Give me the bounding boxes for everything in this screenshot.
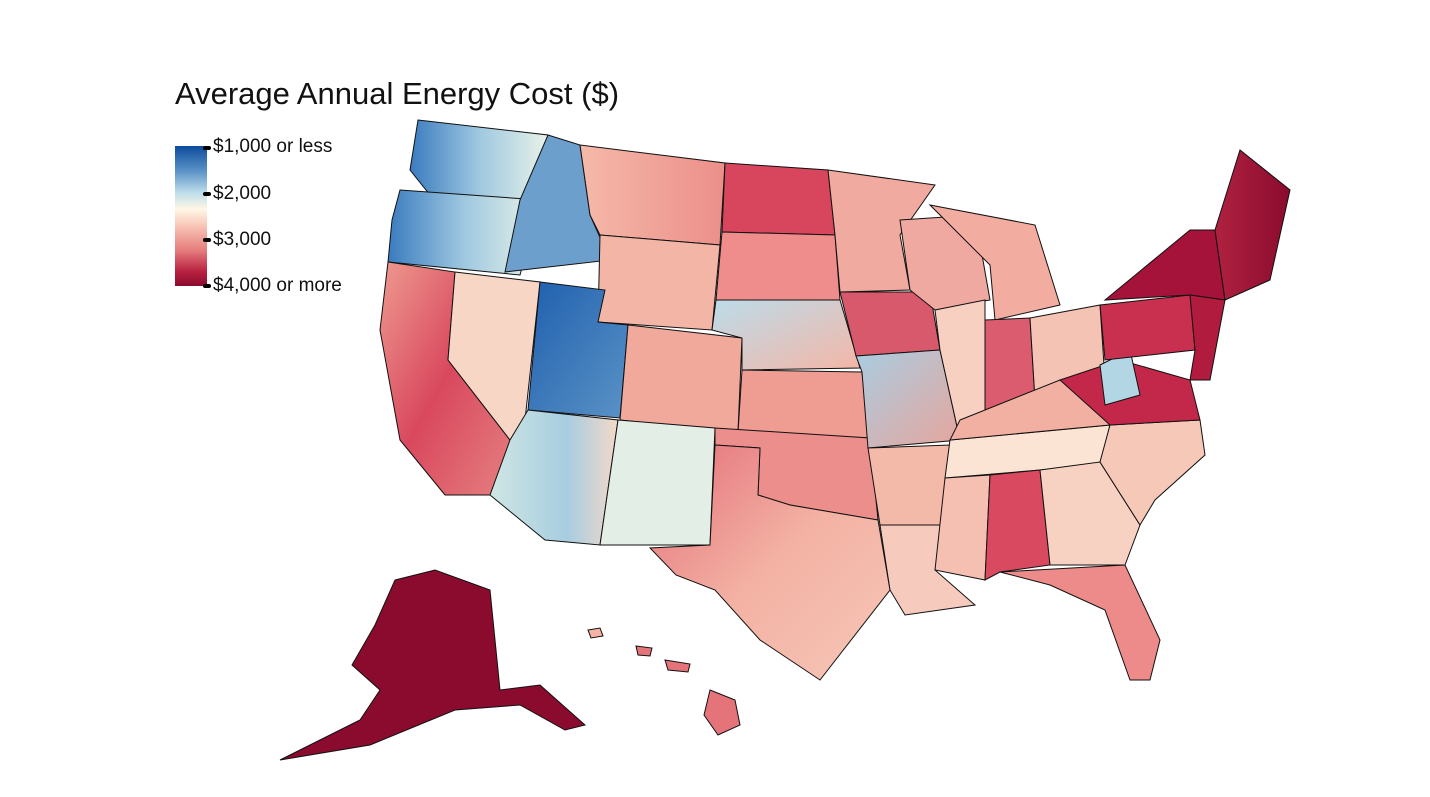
region-pennsylvania (1099, 294, 1196, 361)
region-georgia (1039, 461, 1141, 566)
region-alabama (984, 469, 1051, 581)
region-texas (648, 444, 891, 681)
region-mid-atlantic (1189, 294, 1226, 381)
region-new-mexico (599, 419, 716, 546)
region-florida (999, 564, 1161, 681)
region-new-england (1214, 149, 1291, 301)
legend-label-min: $1,000 or less (213, 136, 333, 157)
region-colorado (619, 324, 743, 433)
region-hawaii-kauai (587, 627, 604, 639)
region-michigan (928, 204, 1061, 321)
region-alaska (279, 569, 587, 761)
legend-tick-1000 (203, 146, 211, 150)
legend-color-bar (175, 146, 207, 286)
region-montana (579, 144, 726, 246)
legend-label-max: $4,000 or more (213, 275, 342, 296)
legend-label-3000: $3,000 (213, 229, 272, 250)
region-hawaii-oahu (635, 645, 653, 657)
region-wyoming (597, 234, 721, 331)
region-new-york (1103, 229, 1226, 301)
map-title: Average Annual Energy Cost ($) (175, 76, 620, 111)
region-arkansas (867, 444, 951, 526)
region-oregon (387, 189, 541, 276)
region-missouri (855, 349, 961, 449)
region-south-dakota (715, 231, 841, 301)
color-legend: $1,000 or less $2,000 $3,000 $4,000 or m… (175, 136, 375, 296)
region-kansas (737, 369, 871, 439)
legend-label-2000: $2,000 (213, 183, 272, 204)
legend-tick-3000 (203, 238, 211, 242)
legend-tick-2000 (203, 192, 211, 196)
region-north-dakota (721, 162, 836, 236)
region-hawaii-big (703, 689, 741, 736)
legend-tick-4000 (203, 284, 211, 288)
region-mississippi (934, 474, 991, 581)
region-hawaii-maui (664, 659, 691, 673)
